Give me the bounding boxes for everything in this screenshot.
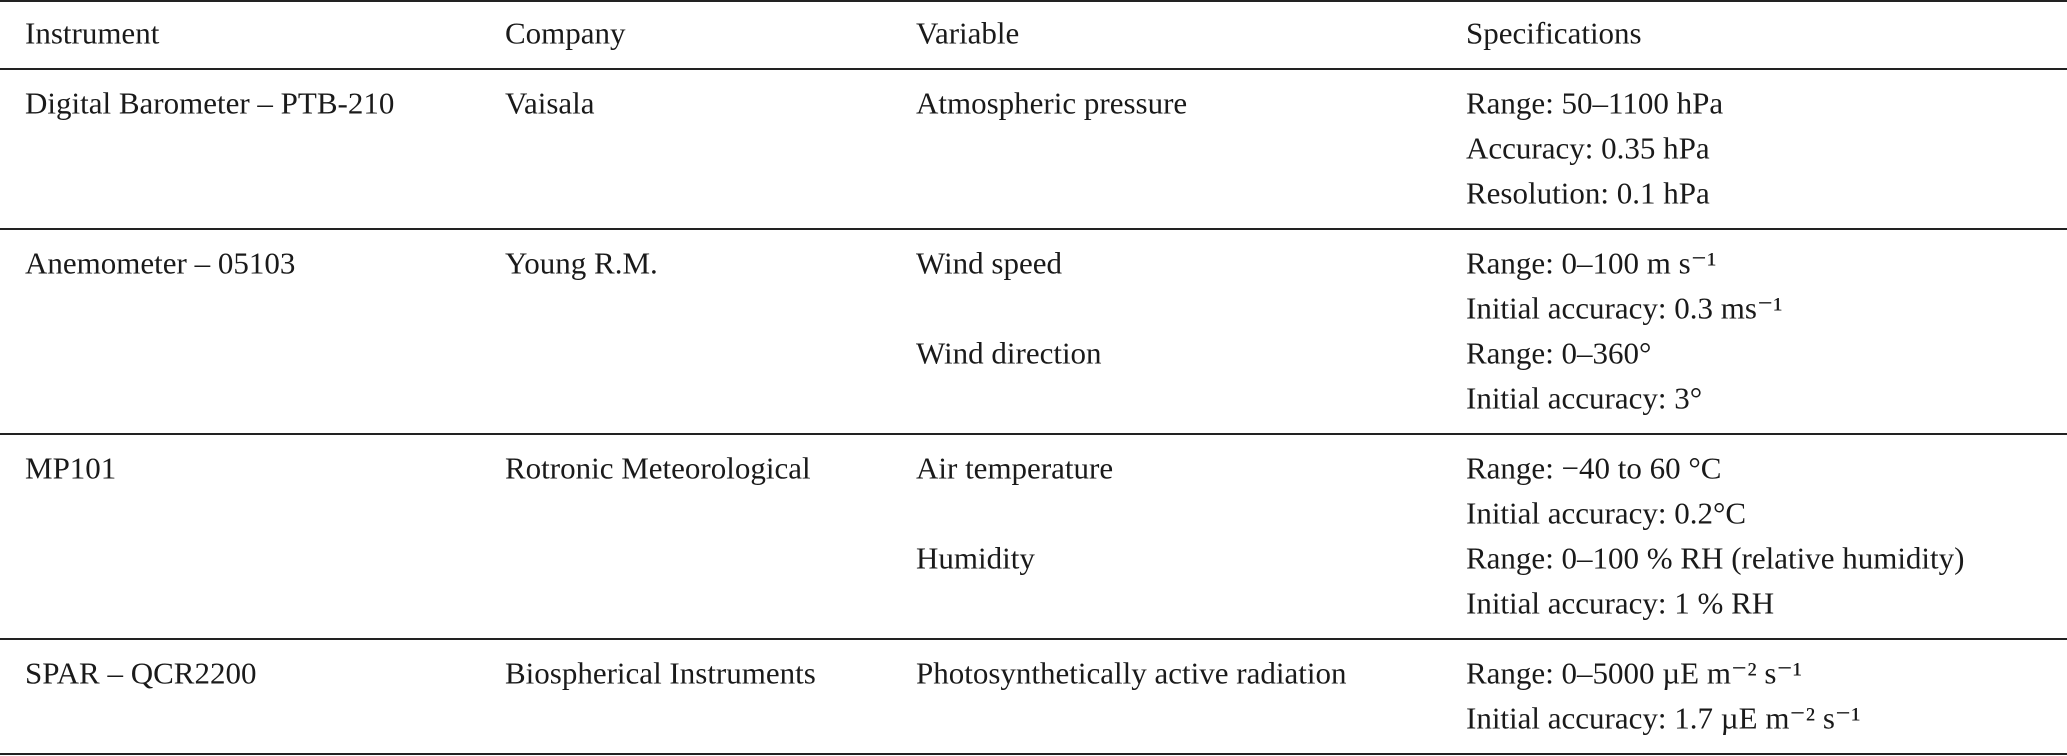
- instrument-cell: MP101: [25, 450, 117, 486]
- header-cell: Specifications: [1466, 15, 1642, 51]
- variable-cell: Wind speed: [916, 245, 1062, 281]
- company-cell: Biospherical Instruments: [505, 655, 816, 691]
- instrument-cell: Digital Barometer – PTB-210: [25, 85, 395, 121]
- row-rule: [0, 638, 2067, 640]
- spec-line: Initial accuracy: 0.2°C: [1466, 495, 1747, 531]
- company-cell: Young R.M.: [505, 245, 658, 281]
- variable-cell: Photosynthetically active radiation: [916, 655, 1347, 691]
- spec-line: Initial accuracy: 1 % RH: [1466, 585, 1775, 621]
- spec-line: Initial accuracy: 0.3 ms⁻¹: [1466, 290, 1783, 326]
- instrument-cell: SPAR – QCR2200: [25, 655, 257, 691]
- header-cell: Instrument: [25, 15, 160, 51]
- spec-line: Range: 0–100 m s⁻¹: [1466, 245, 1717, 281]
- spec-line: Range: −40 to 60 °C: [1466, 450, 1722, 486]
- row-rule: [0, 753, 2067, 755]
- top-rule: [0, 0, 2067, 2]
- header-rule: [0, 68, 2067, 70]
- spec-line: Range: 50–1100 hPa: [1466, 85, 1724, 121]
- spec-line: Accuracy: 0.35 hPa: [1466, 130, 1710, 166]
- variable-cell: Humidity: [916, 540, 1035, 576]
- header-cell: Company: [505, 15, 626, 51]
- instrument-cell: Anemometer – 05103: [25, 245, 296, 281]
- company-cell: Vaisala: [505, 85, 595, 121]
- row-rule: [0, 228, 2067, 230]
- header-cell: Variable: [916, 15, 1020, 51]
- spec-line: Range: 0–100 % RH (relative humidity): [1466, 540, 1965, 576]
- spec-line: Initial accuracy: 3°: [1466, 380, 1703, 416]
- variable-cell: Atmospheric pressure: [916, 85, 1188, 121]
- company-cell: Rotronic Meteorological: [505, 450, 811, 486]
- variable-cell: Wind direction: [916, 335, 1102, 371]
- variable-cell: Air temperature: [916, 450, 1114, 486]
- row-rule: [0, 433, 2067, 435]
- spec-line: Resolution: 0.1 hPa: [1466, 175, 1710, 211]
- spec-line: Range: 0–360°: [1466, 335, 1652, 371]
- spec-line: Initial accuracy: 1.7 µE m⁻² s⁻¹: [1466, 700, 1861, 736]
- spec-line: Range: 0–5000 µE m⁻² s⁻¹: [1466, 655, 1803, 691]
